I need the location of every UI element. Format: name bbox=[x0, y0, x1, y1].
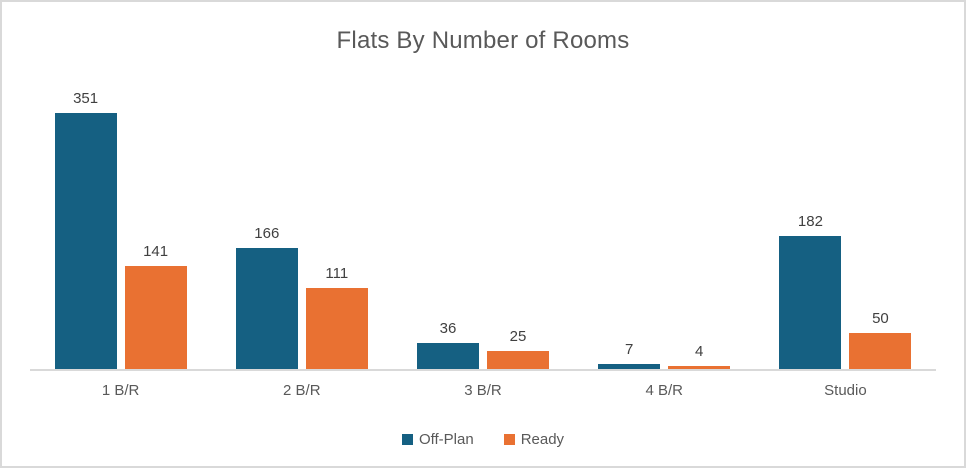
data-label: 25 bbox=[509, 328, 527, 345]
bar-off-plan[interactable] bbox=[235, 248, 298, 369]
data-label: 50 bbox=[872, 310, 889, 327]
category-label: 1 B/R bbox=[101, 382, 140, 399]
plot-area: 351 141 166 111 36 25 7 4 182 50 bbox=[30, 90, 936, 371]
bar-column: 141 bbox=[124, 243, 187, 369]
category-label: 4 B/R bbox=[645, 382, 683, 399]
bar-column: 182 bbox=[779, 213, 842, 369]
bar-ready[interactable] bbox=[668, 366, 731, 369]
data-label: 182 bbox=[797, 213, 823, 230]
bar-off-plan[interactable] bbox=[54, 113, 117, 369]
category-group: 182 50 bbox=[755, 91, 936, 369]
bar-column: 7 bbox=[598, 341, 661, 369]
bar-column: 4 bbox=[668, 343, 731, 369]
bar-column: 50 bbox=[849, 310, 912, 369]
category-label: 3 B/R bbox=[464, 382, 502, 399]
bar-column: 25 bbox=[487, 328, 549, 369]
bar-off-plan[interactable] bbox=[417, 343, 479, 369]
category-group: 166 111 bbox=[211, 91, 392, 369]
category-group: 36 25 bbox=[392, 91, 573, 369]
legend-label: Ready bbox=[520, 431, 565, 448]
bar-column: 351 bbox=[54, 90, 117, 369]
legend-swatch-icon bbox=[401, 434, 413, 445]
bar-column: 111 bbox=[305, 265, 368, 369]
bar-off-plan[interactable] bbox=[598, 364, 661, 369]
bar-ready[interactable] bbox=[124, 266, 187, 369]
legend-label: Off-Plan bbox=[418, 431, 474, 448]
bar-column: 36 bbox=[417, 320, 479, 369]
data-label: 111 bbox=[325, 265, 349, 282]
legend-swatch-icon bbox=[503, 434, 515, 445]
category-group: 351 141 bbox=[30, 90, 211, 369]
data-label: 7 bbox=[625, 341, 634, 358]
bar-ready[interactable] bbox=[849, 333, 912, 369]
bar-off-plan[interactable] bbox=[779, 236, 842, 369]
legend: Off-Plan Ready bbox=[2, 431, 964, 448]
category-label: 2 B/R bbox=[283, 382, 321, 399]
data-label: 36 bbox=[439, 320, 457, 337]
legend-item-ready[interactable]: Ready bbox=[503, 431, 565, 448]
legend-item-off-plan[interactable]: Off-Plan bbox=[401, 431, 474, 448]
x-axis-labels: 1 B/R 2 B/R 3 B/R 4 B/R Studio bbox=[30, 371, 936, 399]
category-label: Studio bbox=[824, 382, 867, 399]
chart-title: Flats By Number of Rooms bbox=[336, 27, 630, 54]
data-label: 351 bbox=[73, 90, 99, 107]
bar-ready[interactable] bbox=[305, 288, 368, 369]
data-label: 166 bbox=[254, 225, 280, 242]
bar-ready[interactable] bbox=[487, 351, 549, 369]
bar-column: 166 bbox=[235, 225, 298, 369]
data-label: 4 bbox=[695, 343, 704, 360]
data-label: 141 bbox=[143, 243, 169, 260]
